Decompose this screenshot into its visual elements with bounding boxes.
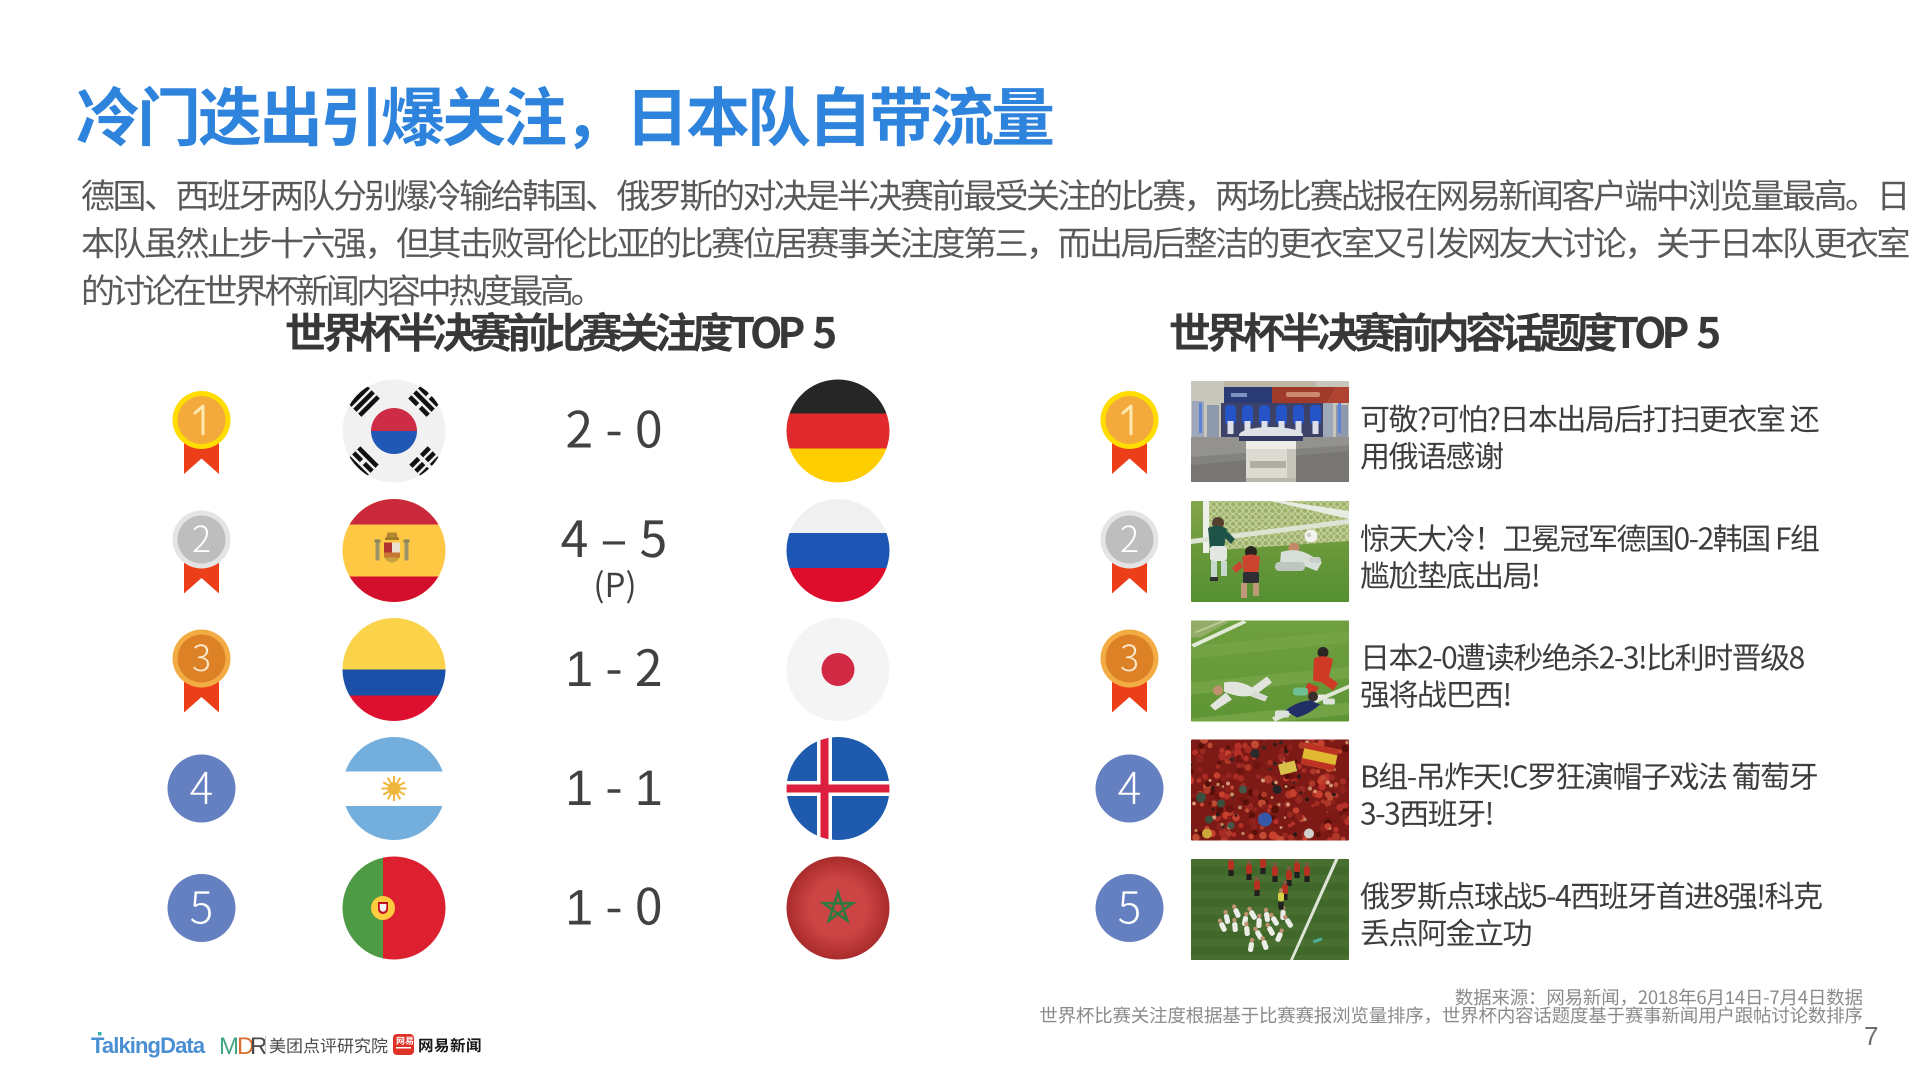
svg-text:M: M: [219, 1033, 239, 1060]
svg-text:TalkingData: TalkingData: [91, 1033, 206, 1058]
svg-text:D: D: [237, 1033, 254, 1060]
svg-text:7: 7: [1864, 1021, 1878, 1051]
svg-text:R: R: [250, 1033, 267, 1060]
